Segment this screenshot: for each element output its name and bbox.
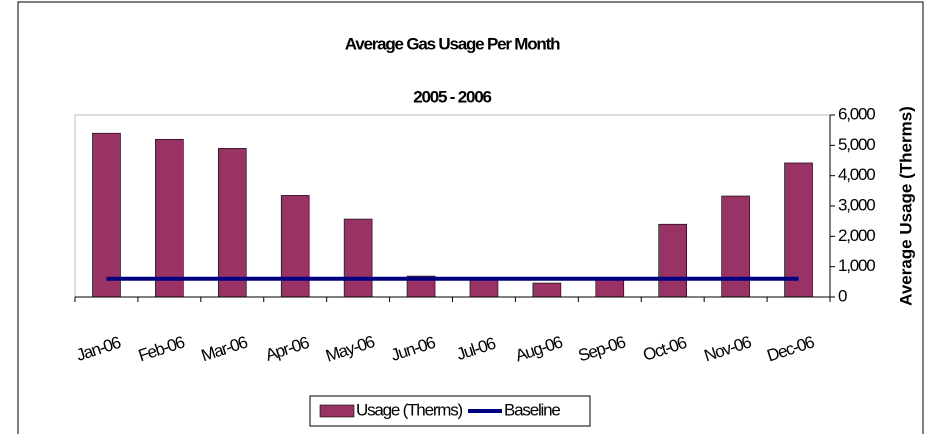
y-tick-label: 2,000 xyxy=(838,226,875,245)
bar xyxy=(784,162,813,298)
legend-label: Usage (Therms) xyxy=(356,400,463,419)
y-tick-label: 0 xyxy=(838,286,847,305)
bar xyxy=(721,195,750,298)
bar xyxy=(343,218,373,298)
bar xyxy=(532,282,562,298)
chart-title: Average Gas Usage Per Month xyxy=(345,34,560,53)
bar xyxy=(92,132,121,298)
y-tick-label: 4,000 xyxy=(838,165,875,184)
y-tick-label: 1,000 xyxy=(838,256,875,275)
bar xyxy=(280,195,310,298)
chart-subtitle: 2005 - 2006 xyxy=(413,87,491,106)
bar xyxy=(155,138,184,298)
legend-box xyxy=(309,395,591,427)
bar xyxy=(217,148,247,298)
y-axis-title: Average Usage (Therms) xyxy=(896,106,915,306)
legend-label: Baseline xyxy=(504,400,560,419)
bar xyxy=(658,223,688,298)
y-tick-label: 5,000 xyxy=(838,135,875,154)
legend-swatch xyxy=(319,404,355,418)
legend: Usage (Therms) Baseline xyxy=(309,395,591,427)
y-tick-label: 3,000 xyxy=(838,195,875,214)
y-tick-label: 6,000 xyxy=(838,104,875,123)
